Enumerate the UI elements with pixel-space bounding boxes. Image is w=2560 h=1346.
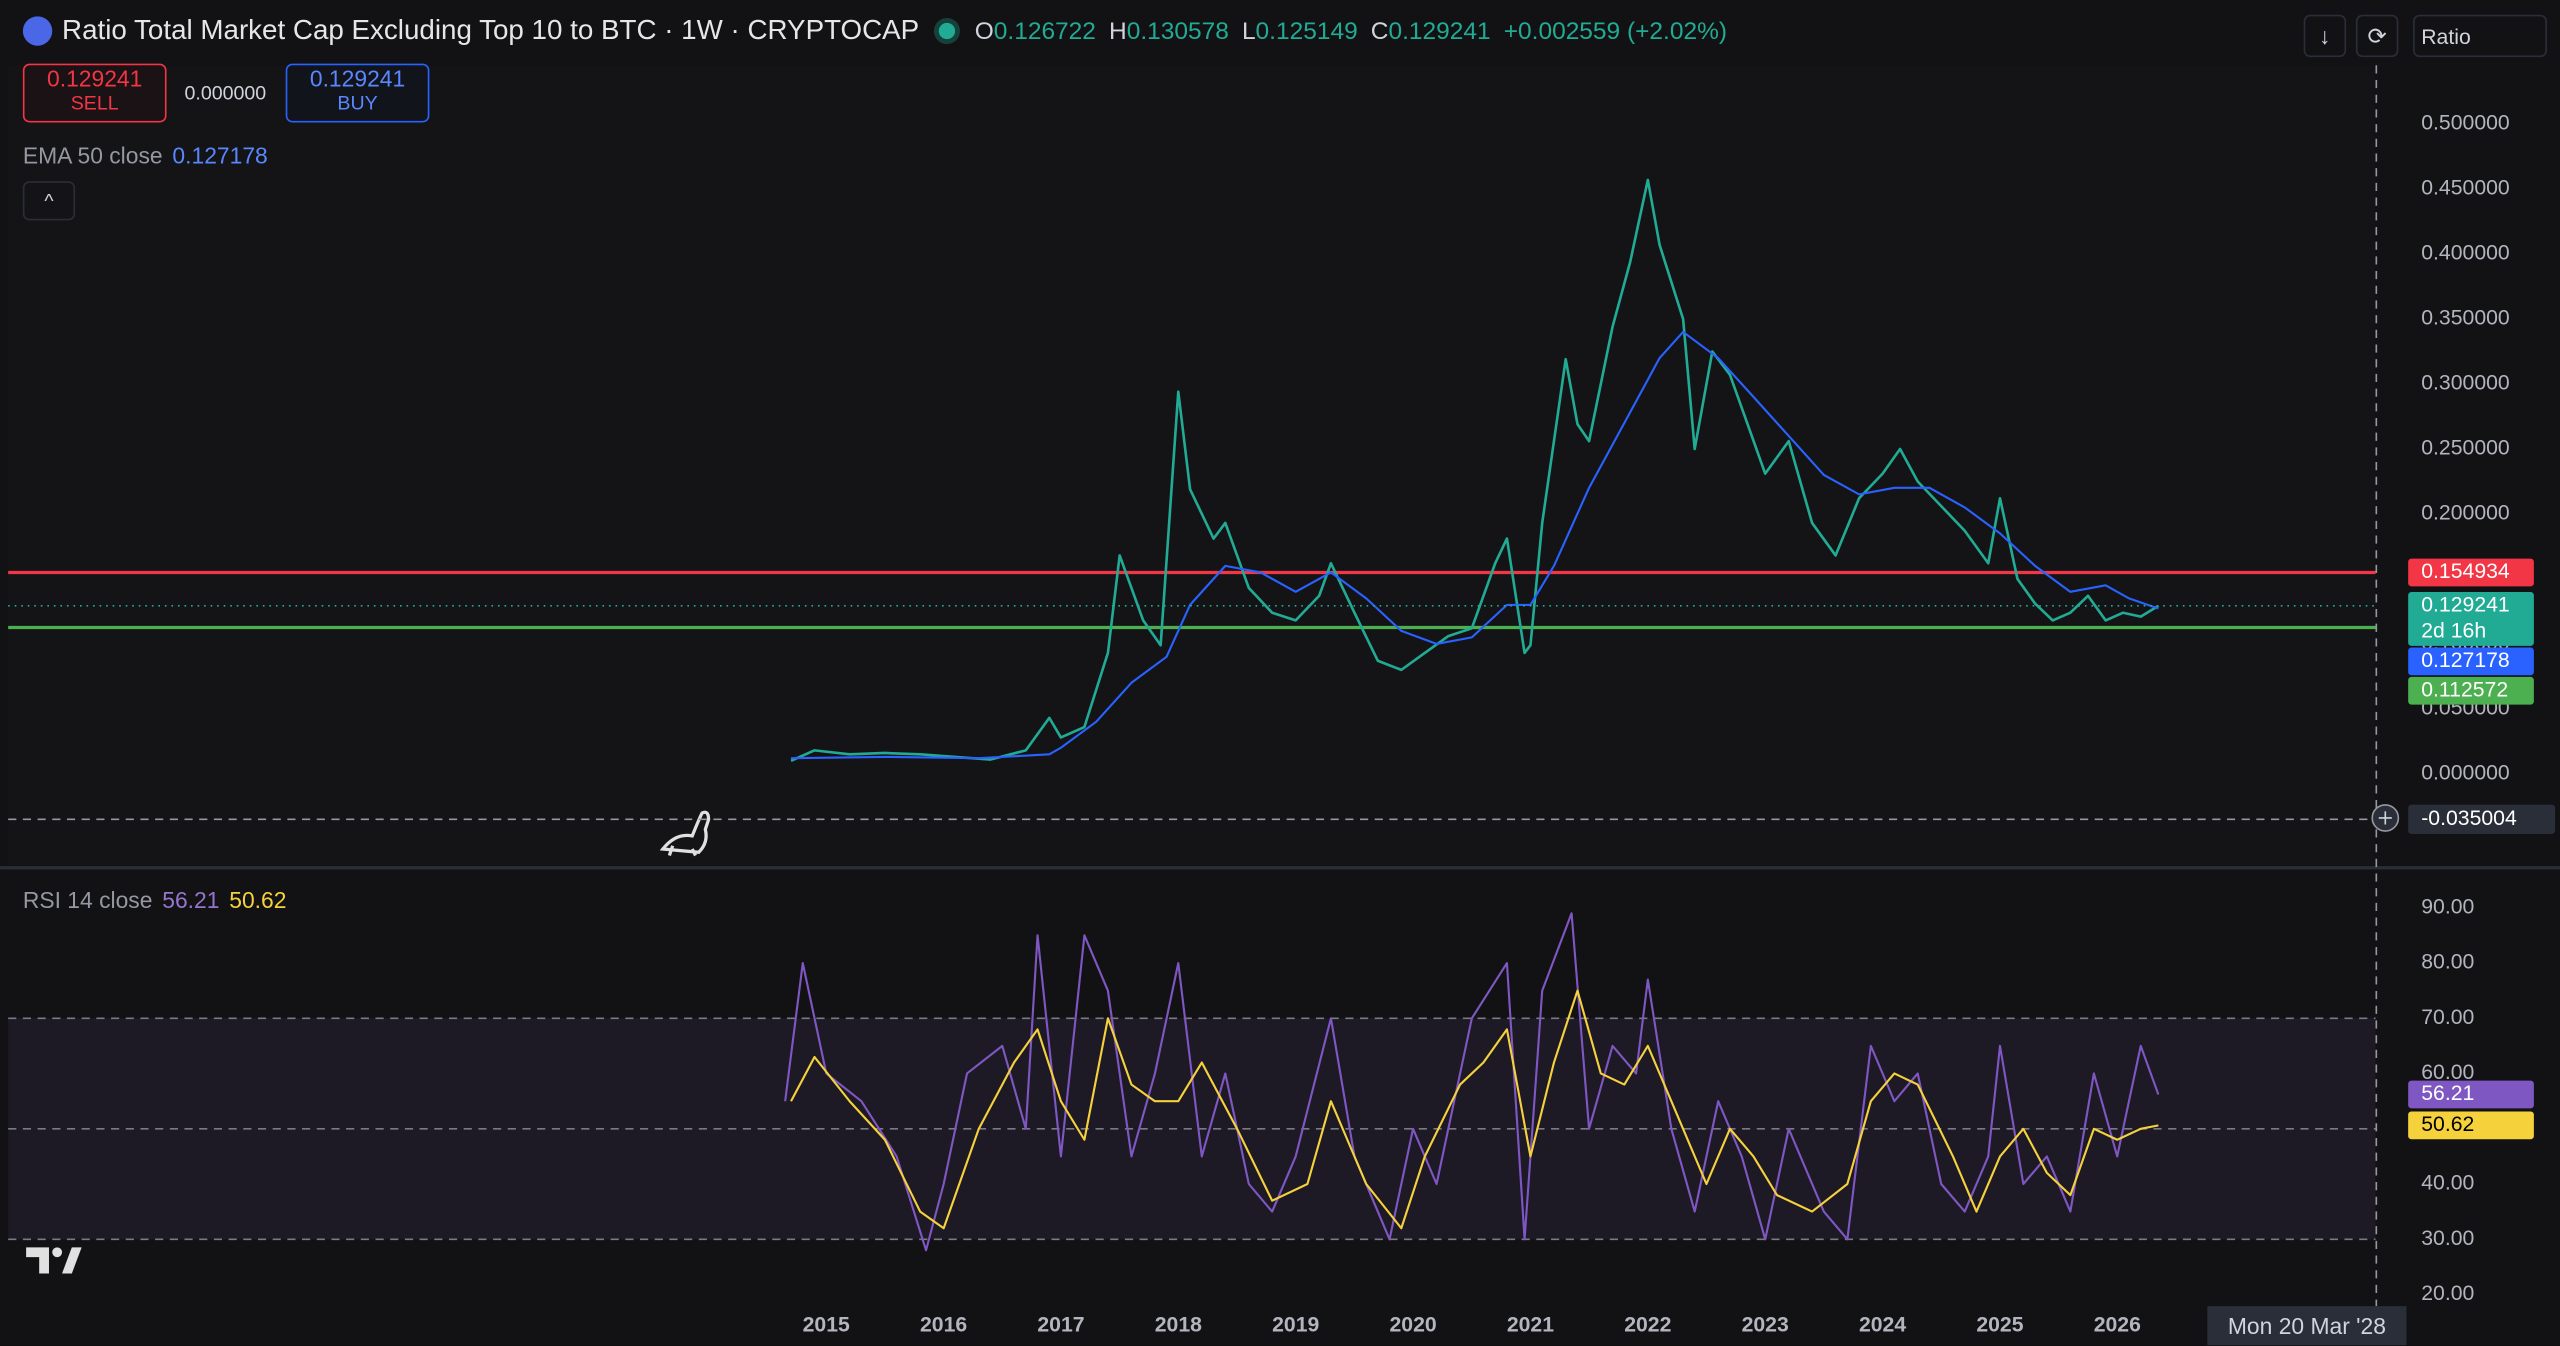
crosshair-tag bbox=[2408, 804, 2556, 835]
y-tick-label: 0.000000 bbox=[2421, 761, 2510, 784]
dino-icon bbox=[659, 810, 711, 857]
x-tick-label: 2025 bbox=[1976, 1313, 2023, 1336]
chart-title: Ratio Total Market Cap Excluding Top 10 … bbox=[62, 14, 920, 46]
buy-price: 0.129241 bbox=[309, 65, 406, 92]
y-tick-label: 0.450000 bbox=[2421, 177, 2510, 200]
y-tick-label: 0.300000 bbox=[2421, 372, 2510, 395]
tv-logo bbox=[26, 1247, 82, 1274]
crosshair-date: Mon 20 Mar '28 bbox=[2207, 1306, 2407, 1346]
series-line bbox=[791, 330, 2159, 760]
ohlc-value: 0.130578 bbox=[1126, 17, 1229, 45]
rsi-name: RSI 14 close bbox=[22, 886, 153, 913]
crosshair-tag-label: -0.035004 bbox=[2421, 807, 2517, 830]
ohlc-key: O bbox=[974, 17, 994, 45]
rsi-value: 56.21 bbox=[162, 886, 220, 913]
buy-button[interactable]: 0.129241 BUY bbox=[285, 63, 430, 123]
y-tick-label: 90.00 bbox=[2421, 895, 2474, 918]
rsi-legend: RSI 14 close 56.21 50.62 bbox=[23, 887, 296, 913]
spread: 0.000000 bbox=[184, 81, 267, 105]
download-button[interactable]: ↓ bbox=[2303, 14, 2347, 58]
x-tick-label: 2024 bbox=[1859, 1313, 1906, 1336]
ohlc-value: 0.129241 bbox=[1388, 17, 1491, 45]
price-tag bbox=[2408, 1080, 2534, 1109]
ema-name: EMA 50 close bbox=[22, 142, 163, 169]
price-tag-label: 56.21 bbox=[2421, 1082, 2474, 1105]
sell-label: SELL bbox=[70, 91, 119, 115]
x-tick-label: 2017 bbox=[1037, 1313, 1084, 1336]
price-tag-label: 0.154934 bbox=[2421, 560, 2510, 583]
buy-label: BUY bbox=[337, 91, 378, 115]
rsi-ma-value: 50.62 bbox=[229, 886, 287, 913]
ema-legend: EMA 50 close 0.127178 bbox=[23, 142, 278, 168]
x-tick-label: 2016 bbox=[920, 1313, 967, 1336]
x-tick-label: 2023 bbox=[1742, 1313, 1789, 1336]
series-line bbox=[790, 989, 2159, 1230]
header: Ratio Total Market Cap Excluding Top 10 … bbox=[22, 14, 1740, 48]
sell-button[interactable]: 0.129241 SELL bbox=[22, 63, 167, 123]
price-tag-label: 50.62 bbox=[2421, 1113, 2474, 1136]
series-line bbox=[784, 912, 2160, 1252]
y-tick-label: 70.00 bbox=[2421, 1006, 2474, 1029]
x-tick-label: 2021 bbox=[1507, 1313, 1554, 1336]
collapse-button[interactable]: ^ bbox=[22, 181, 76, 221]
x-tick-label: 2015 bbox=[803, 1313, 850, 1336]
refresh-button[interactable]: ⟳ bbox=[2355, 14, 2399, 58]
series-line bbox=[790, 178, 2160, 763]
ohlc-key: C bbox=[1370, 17, 1389, 45]
y-tick-label: 0.250000 bbox=[2421, 437, 2510, 460]
y-tick-label: 40.00 bbox=[2421, 1172, 2474, 1195]
y-tick-label: 60.00 bbox=[2421, 1061, 2474, 1084]
y-tick-label: 20.00 bbox=[2421, 1282, 2474, 1305]
ohlc-key: H bbox=[1109, 17, 1127, 45]
x-tick-label: 2026 bbox=[2094, 1313, 2141, 1336]
x-tick-label: 2019 bbox=[1272, 1313, 1319, 1336]
x-tick-label: 2018 bbox=[1155, 1313, 1202, 1336]
y-tick-label: 80.00 bbox=[2421, 951, 2474, 974]
crosshair-plus bbox=[2371, 804, 2400, 832]
countdown-label: 2d 16h bbox=[2421, 620, 2486, 643]
y-tick-label: 0.500000 bbox=[2421, 112, 2510, 135]
ohlc-value: 0.126722 bbox=[993, 17, 1096, 45]
price-tag-label: 0.127178 bbox=[2421, 649, 2510, 672]
ohlc-value: 0.125149 bbox=[1255, 17, 1358, 45]
price-tag bbox=[2408, 676, 2534, 705]
price-tag bbox=[2408, 647, 2534, 676]
sell-price: 0.129241 bbox=[47, 65, 143, 92]
y-tick-label: 0.400000 bbox=[2421, 242, 2510, 265]
market-status bbox=[938, 22, 956, 40]
x-tick-label: 2022 bbox=[1624, 1313, 1671, 1336]
price-tag bbox=[2408, 558, 2534, 587]
symbol-icon bbox=[22, 16, 53, 46]
ema-value: 0.127178 bbox=[172, 142, 268, 169]
price-pane bbox=[8, 65, 2376, 866]
change: +0.002559 (+2.02%) bbox=[1503, 17, 1728, 45]
scale-mode[interactable]: Ratio bbox=[2413, 14, 2547, 58]
y-tick-label: 0.200000 bbox=[2421, 502, 2510, 525]
price-tag bbox=[2408, 1111, 2534, 1140]
price-tag-label: 0.112572 bbox=[2421, 678, 2508, 701]
y-tick-label: 30.00 bbox=[2421, 1227, 2474, 1250]
price-tag bbox=[2408, 591, 2534, 646]
ohlc-key: L bbox=[1241, 17, 1256, 45]
y-tick-label: 0.350000 bbox=[2421, 307, 2510, 330]
price-tag-label: 0.129241 bbox=[2421, 593, 2510, 616]
x-tick-label: 2020 bbox=[1389, 1313, 1436, 1336]
